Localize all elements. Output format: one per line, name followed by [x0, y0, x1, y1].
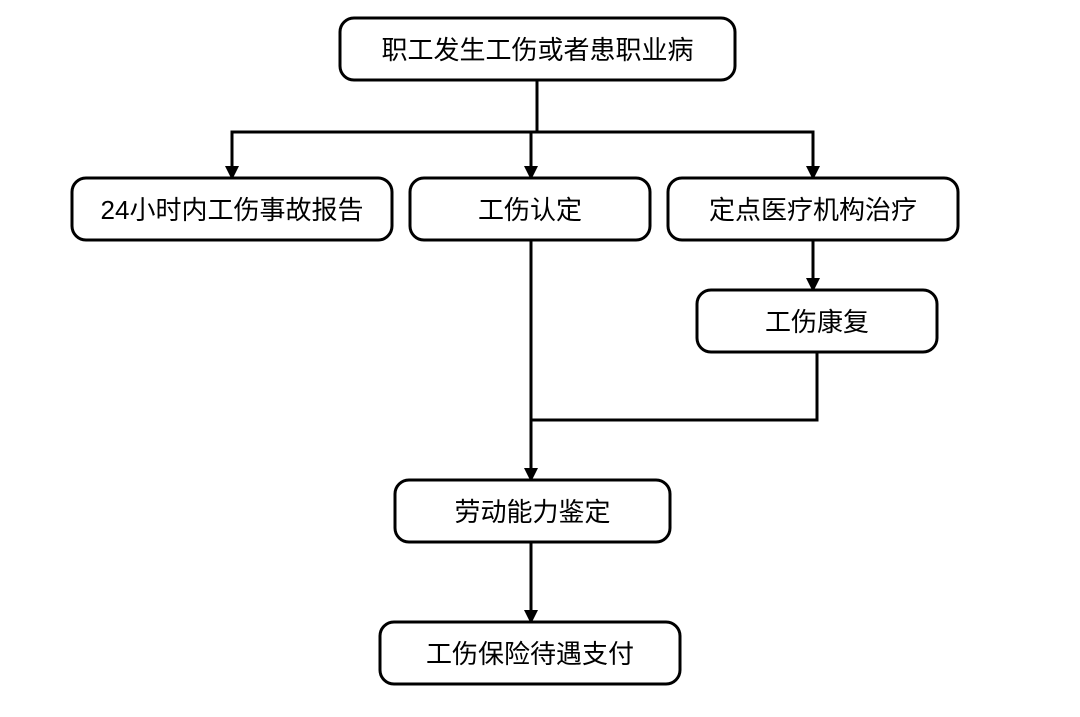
node-n5: 工伤康复 [697, 290, 937, 352]
node-n7: 工伤保险待遇支付 [380, 622, 680, 684]
flowchart-canvas: 职工发生工伤或者患职业病 24小时内工伤事故报告 工伤认定 定点医疗机构治疗工伤康复劳… [0, 0, 1080, 717]
node-n3: 工伤认定 [410, 178, 650, 240]
node-label-n3: 工伤认定 [478, 195, 582, 225]
nodes-layer: 职工发生工伤或者患职业病 24小时内工伤事故报告 工伤认定 定点医疗机构治疗工伤康复劳… [72, 18, 958, 684]
node-label-n1: 职工发生工伤或者患职业病 [381, 35, 693, 65]
node-n4: 定点医疗机构治疗 [668, 178, 958, 240]
node-n6: 劳动能力鉴定 [395, 480, 670, 542]
node-label-n7: 工伤保险待遇支付 [426, 639, 634, 669]
node-label-n4: 定点医疗机构治疗 [709, 195, 917, 225]
node-label-n5: 工伤康复 [765, 307, 869, 337]
node-label-n6: 劳动能力鉴定 [454, 497, 610, 527]
edge-n5-joint [531, 352, 817, 420]
node-label-n2: 24小时内工伤事故报告 [101, 195, 364, 225]
node-n2: 24小时内工伤事故报告 [72, 178, 392, 240]
node-n1: 职工发生工伤或者患职业病 [340, 18, 735, 80]
